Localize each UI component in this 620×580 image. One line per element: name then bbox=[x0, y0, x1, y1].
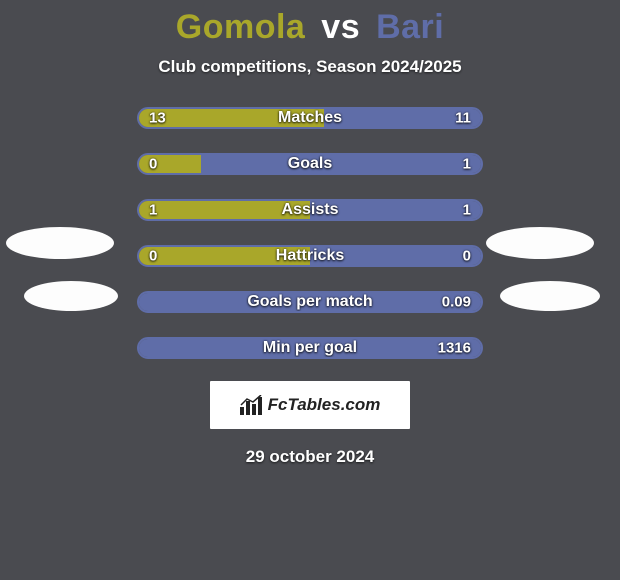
stat-value-left: 1 bbox=[149, 202, 157, 219]
stat-value-right: 1 bbox=[463, 156, 471, 173]
stat-value-right: 11 bbox=[455, 110, 471, 127]
stat-value-left: 0 bbox=[149, 248, 157, 265]
player2-badge-top bbox=[486, 227, 594, 259]
stat-label: Hattricks bbox=[276, 247, 344, 265]
brand-box[interactable]: FcTables.com bbox=[210, 381, 410, 429]
stat-row: Matches 13 11 bbox=[137, 107, 483, 129]
stat-row: Min per goal 1316 bbox=[137, 337, 483, 359]
stat-value-left: 0 bbox=[149, 156, 157, 173]
title-vs: vs bbox=[321, 8, 360, 46]
player1-badge-top bbox=[6, 227, 114, 259]
stat-label: Goals bbox=[288, 155, 332, 173]
stat-label: Min per goal bbox=[263, 339, 357, 357]
player2-badge-bottom bbox=[500, 281, 600, 311]
stat-value-right: 0.09 bbox=[442, 294, 471, 311]
title: Gomola vs Bari bbox=[0, 0, 620, 47]
stat-value-left: 13 bbox=[149, 110, 166, 127]
stat-row: Goals per match 0.09 bbox=[137, 291, 483, 313]
stat-value-right: 0 bbox=[463, 248, 471, 265]
stat-value-right: 1 bbox=[463, 202, 471, 219]
brand-icon bbox=[240, 395, 264, 415]
subtitle: Club competitions, Season 2024/2025 bbox=[0, 57, 620, 77]
stat-label: Assists bbox=[282, 201, 339, 219]
stat-value-right: 1316 bbox=[438, 340, 471, 357]
stat-row: Assists 1 1 bbox=[137, 199, 483, 221]
title-player1: Gomola bbox=[176, 8, 306, 46]
brand-text: FcTables.com bbox=[268, 395, 381, 415]
title-player2: Bari bbox=[376, 8, 444, 46]
stat-row: Goals 0 1 bbox=[137, 153, 483, 175]
player1-badge-bottom bbox=[24, 281, 118, 311]
stat-rows: Matches1311Goals01Assists11Hattricks00Go… bbox=[137, 107, 483, 359]
date-text: 29 october 2024 bbox=[0, 447, 620, 467]
stat-label: Goals per match bbox=[247, 293, 372, 311]
stat-label: Matches bbox=[278, 109, 342, 127]
stat-fill-right bbox=[201, 155, 481, 173]
stat-row: Hattricks 0 0 bbox=[137, 245, 483, 267]
stats-area: Matches1311Goals01Assists11Hattricks00Go… bbox=[0, 107, 620, 359]
